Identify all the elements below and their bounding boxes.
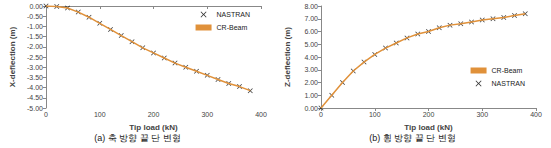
svg-text:4.00: 4.00 (304, 54, 318, 61)
svg-text:6.00: 6.00 (304, 28, 318, 35)
svg-text:CR-Beam: CR-Beam (492, 67, 523, 74)
svg-text:400: 400 (530, 111, 542, 118)
svg-text:-1.50: -1.50 (27, 33, 43, 40)
svg-text:200: 200 (423, 111, 435, 118)
svg-text:0.00: 0.00 (304, 105, 318, 112)
svg-text:NASTRAN: NASTRAN (492, 80, 525, 87)
svg-text:7.00: 7.00 (304, 15, 318, 22)
svg-text:300: 300 (201, 111, 213, 118)
svg-text:2.00: 2.00 (304, 79, 318, 86)
svg-text:3.00: 3.00 (304, 66, 318, 73)
svg-text:-4.50: -4.50 (27, 94, 43, 101)
svg-text:-3.00: -3.00 (27, 64, 43, 71)
svg-text:300: 300 (476, 111, 488, 118)
svg-text:X-deflection (m): X-deflection (m) (8, 26, 17, 87)
svg-text:CR-Beam: CR-Beam (217, 24, 248, 31)
svg-text:400: 400 (255, 111, 267, 118)
svg-text:Z-deflection (m): Z-deflection (m) (283, 27, 292, 87)
svg-text:8.00: 8.00 (304, 3, 318, 10)
svg-text:(a) 축 방향 끝 단 변형: (a) 축 방향 끝 단 변형 (94, 133, 181, 143)
svg-text:0: 0 (319, 111, 323, 118)
svg-text:Tip load (kN): Tip load (kN) (129, 123, 178, 132)
svg-text:NASTRAN: NASTRAN (217, 11, 250, 18)
svg-text:100: 100 (94, 111, 106, 118)
svg-text:5.00: 5.00 (304, 41, 318, 48)
svg-text:0: 0 (44, 111, 48, 118)
svg-text:-2.50: -2.50 (27, 54, 43, 61)
svg-text:-5.00: -5.00 (27, 105, 43, 112)
svg-text:200: 200 (148, 111, 160, 118)
svg-text:-2.00: -2.00 (27, 43, 43, 50)
svg-text:-0.50: -0.50 (27, 13, 43, 20)
svg-text:(b) 횡 방향 끝 단 변형: (b) 횡 방향 끝 단 변형 (369, 133, 456, 143)
svg-text:-4.00: -4.00 (27, 84, 43, 91)
svg-text:-1.00: -1.00 (27, 23, 43, 30)
svg-text:Tip load (kN): Tip load (kN) (404, 123, 453, 132)
svg-text:100: 100 (369, 111, 381, 118)
svg-text:0.00: 0.00 (29, 3, 43, 10)
svg-text:1.00: 1.00 (304, 92, 318, 99)
svg-text:-3.50: -3.50 (27, 74, 43, 81)
